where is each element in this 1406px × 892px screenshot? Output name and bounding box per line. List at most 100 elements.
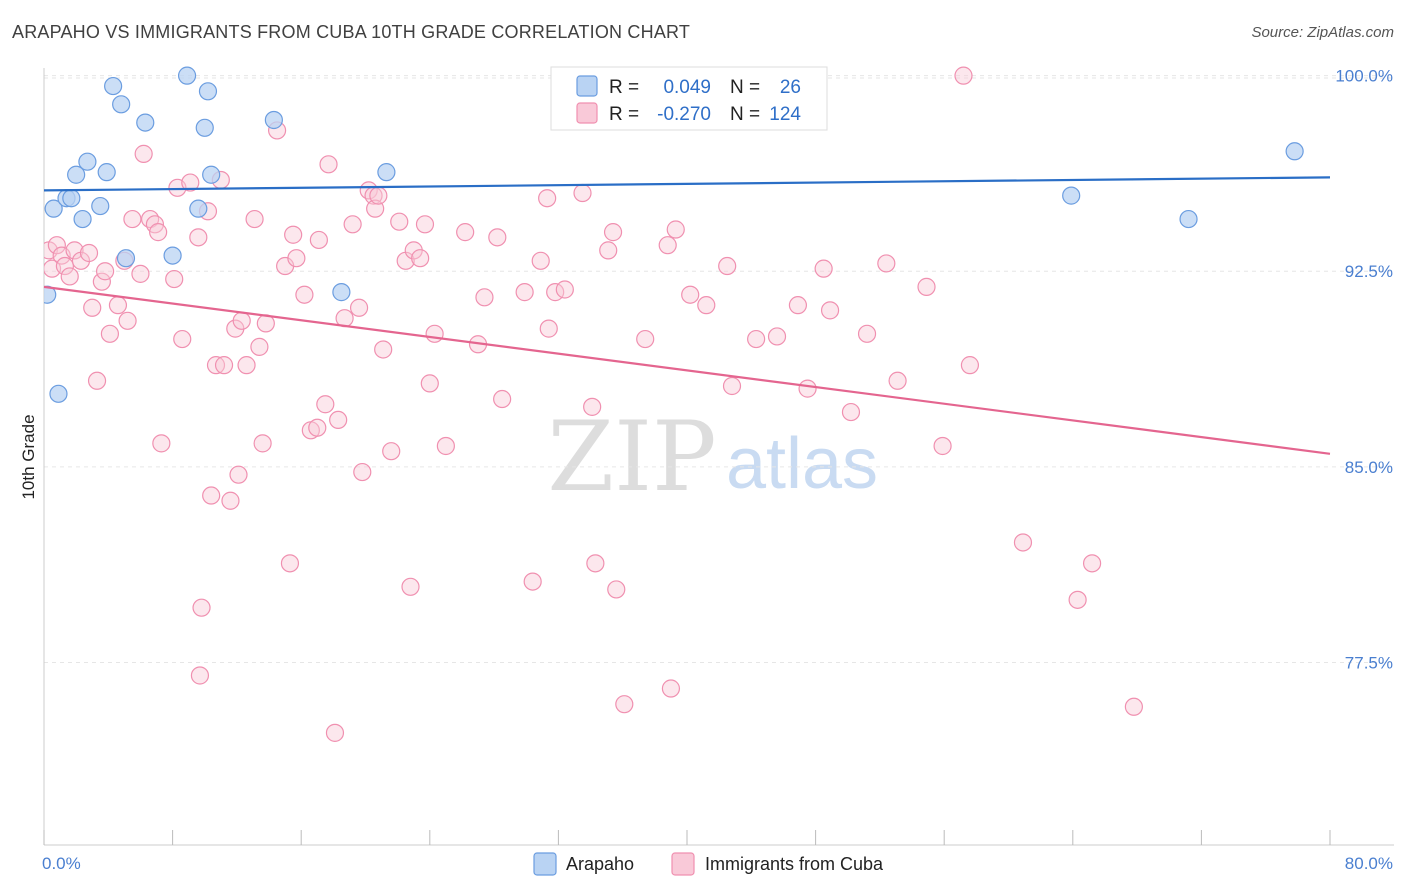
point-cuba [586, 554, 605, 573]
point-cuba [287, 249, 306, 268]
point-arapaho [163, 246, 182, 265]
point-cuba [192, 598, 211, 617]
legend-r-label-1: R = [609, 77, 639, 98]
point-cuba [767, 327, 787, 346]
point-arapaho [49, 384, 68, 403]
point-arapaho [198, 82, 218, 101]
point-cuba [118, 311, 137, 330]
y-tick-label: 92.5% [1345, 262, 1393, 281]
point-cuba [131, 264, 150, 283]
legend-swatch-arapaho-bottom [533, 852, 557, 876]
point-cuba [309, 230, 328, 250]
legend-n-value-1: 26 [780, 77, 801, 98]
point-cuba [60, 267, 79, 286]
point-cuba [681, 285, 700, 304]
y-tick-label: 77.5% [1345, 653, 1393, 672]
legend-swatch-cuba-bottom [671, 852, 695, 876]
point-cuba [349, 298, 369, 317]
point-cuba [697, 296, 716, 315]
point-cuba [65, 241, 84, 260]
watermark: ZIP atlas [547, 401, 878, 513]
point-cuba [319, 155, 338, 174]
point-cuba [555, 280, 574, 299]
point-cuba [100, 324, 120, 343]
point-cuba [79, 243, 99, 263]
point-cuba [798, 379, 817, 398]
legend-n-value-2: 124 [769, 104, 801, 125]
point-cuba [857, 324, 877, 343]
legend-n-label-2: N = [730, 104, 760, 125]
point-cuba [456, 223, 475, 242]
point-cuba [165, 269, 184, 289]
point-cuba [181, 173, 200, 192]
point-cuba [108, 296, 128, 315]
point-arapaho [62, 189, 81, 208]
point-cuba [152, 434, 171, 453]
point-cuba [515, 283, 534, 302]
x-ticks [43, 830, 1331, 845]
point-cuba [722, 376, 742, 396]
point-arapaho [1285, 142, 1304, 161]
point-cuba [917, 277, 936, 296]
point-cuba [954, 66, 973, 85]
point-arapaho [78, 152, 97, 171]
x-tick-label-min: 0.0% [42, 854, 81, 873]
point-cuba [583, 397, 602, 416]
point-cuba [353, 462, 372, 482]
point-cuba [87, 371, 107, 390]
point-arapaho [112, 95, 131, 114]
trend-line-cuba [43, 285, 1331, 455]
point-arapaho [195, 118, 214, 137]
point-arapaho [377, 163, 396, 182]
axes [43, 68, 1394, 846]
point-cuba [382, 442, 401, 461]
point-arapaho [202, 165, 221, 184]
source-label: Source: ZipAtlas.com [1251, 24, 1394, 41]
legend-r-label-2: R = [609, 104, 639, 125]
point-cuba [401, 577, 420, 596]
data-points [44, 66, 1304, 742]
point-cuba [250, 337, 269, 356]
point-cuba [189, 228, 208, 247]
point-cuba [1068, 590, 1087, 609]
point-cuba [415, 215, 435, 234]
point-cuba [134, 144, 153, 163]
point-cuba [607, 580, 626, 599]
point-cuba [636, 329, 655, 349]
point-cuba [841, 402, 861, 422]
point-cuba [1124, 697, 1143, 716]
point-cuba [95, 262, 115, 281]
point-cuba [214, 356, 234, 375]
point-cuba [436, 436, 455, 456]
point-cuba [284, 225, 303, 244]
stats-legend: R = 0.049 N = 26 R = -0.270 N = 124 [550, 66, 828, 131]
y-tick-label: 100.0% [1335, 67, 1393, 86]
point-cuba [190, 666, 210, 685]
point-arapaho [264, 110, 283, 130]
point-cuba [390, 212, 409, 231]
legend-label-cuba: Immigrants from Cuba [705, 854, 884, 874]
point-cuba [420, 374, 439, 393]
point-arapaho [116, 249, 136, 268]
legend-swatch-arapaho [576, 75, 598, 97]
point-arapaho [189, 199, 208, 218]
point-arapaho [104, 76, 123, 96]
point-cuba [1082, 554, 1102, 573]
point-cuba [173, 329, 192, 349]
point-cuba [933, 436, 952, 456]
point-cuba [814, 259, 833, 278]
legend-swatch-cuba [576, 102, 598, 124]
point-cuba [140, 209, 160, 229]
point-arapaho [1062, 186, 1081, 205]
point-arapaho [44, 199, 63, 218]
point-cuba [888, 371, 907, 390]
point-cuba [788, 296, 808, 315]
point-cuba [237, 356, 256, 375]
point-cuba [47, 236, 66, 255]
point-cuba [523, 572, 542, 591]
point-cuba [202, 486, 221, 505]
point-cuba [343, 215, 362, 234]
point-cuba [369, 186, 388, 205]
point-arapaho [91, 196, 110, 216]
